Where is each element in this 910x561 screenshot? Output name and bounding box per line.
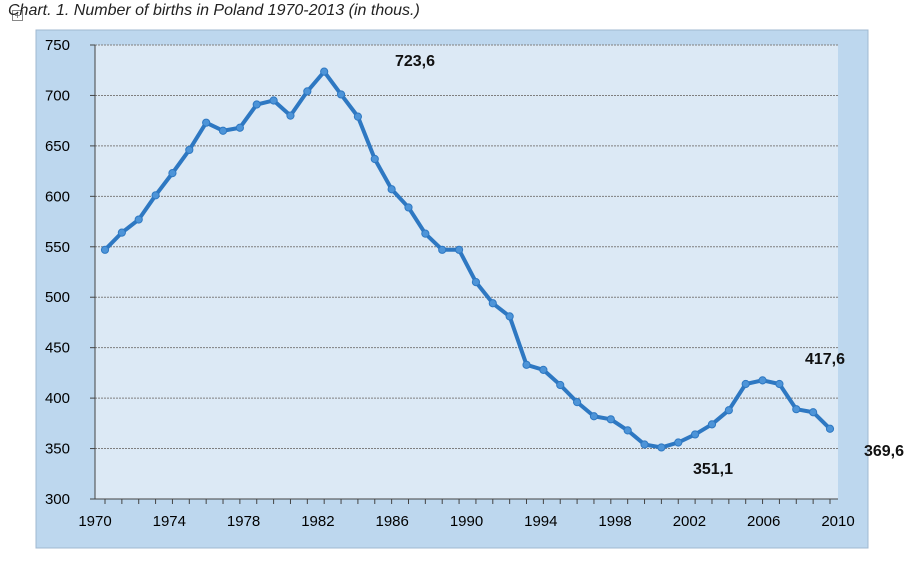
data-point [758,376,767,385]
x-tick-label: 1978 [227,513,260,530]
data-point [336,90,346,99]
data-point [438,245,447,254]
data-label: 417,6 [805,351,845,368]
data-point [691,430,700,439]
series-births [100,67,835,452]
x-tick-label: 1974 [153,513,186,530]
data-point [218,126,228,135]
chart-title: Chart. 1. Number of births in Poland 197… [8,2,420,19]
y-tick-label: 700 [45,87,70,104]
data-point [320,67,329,76]
data-label: 369,6 [864,443,904,460]
y-tick-label: 300 [45,491,70,508]
data-point [370,154,379,164]
data-point [775,379,784,389]
data-point [640,440,649,449]
x-tick-label: 1994 [524,513,557,530]
data-point [623,426,632,435]
data-point [522,360,531,369]
data-point [151,191,160,200]
data-point [741,379,750,389]
x-tick-label: 2010 [821,513,854,530]
axes [94,45,838,500]
x-tick-label: 1998 [598,513,631,530]
anchor-icon[interactable]: + [12,10,23,21]
data-point [252,100,261,109]
data-point [539,365,548,374]
data-label: 351,1 [693,461,733,478]
data-point [572,398,582,407]
data-point [471,277,481,287]
data-point [505,312,514,321]
x-tick-label: 2006 [747,513,780,530]
data-point [117,228,126,237]
data-point [387,185,396,194]
data-point [286,111,295,120]
y-tick-label: 450 [45,340,70,357]
data-point [589,412,599,421]
data-point [454,245,464,254]
y-tick-label: 750 [45,37,70,54]
data-point [792,405,801,414]
x-tick-label: 1990 [450,513,483,530]
data-point [134,215,143,224]
y-axis-ticks: 300 350 400 450 500 550 600 650 700 750 [45,37,95,508]
data-point [707,420,717,429]
data-point [235,123,244,132]
data-point [100,245,110,254]
y-tick-label: 600 [45,188,70,205]
data-point [202,118,211,127]
data-point [488,299,497,308]
x-tick-label: 2002 [673,513,706,530]
data-point [303,87,312,96]
data-point [269,96,278,105]
data-point [606,415,615,424]
y-tick-label: 550 [45,239,70,256]
data-labels: 723,6 417,6 351,1 369,6 [395,53,904,478]
data-point [404,203,413,212]
x-tick-label: 1982 [301,513,334,530]
data-point [168,169,177,178]
data-point [353,112,363,121]
data-point [657,443,666,452]
data-point [724,406,733,415]
plot-area [95,45,838,499]
data-label: 723,6 [395,53,435,70]
x-axis-ticks: 1970 1974 1978 1982 1986 1990 1994 1998 2002 2006… [78,499,855,530]
data-point [556,380,565,390]
x-tick-label: 1970 [78,513,111,530]
data-point [421,229,430,238]
data-point [825,424,835,433]
y-tick-label: 500 [45,289,70,306]
gridlines [95,44,838,450]
y-tick-label: 650 [45,138,70,155]
y-tick-label: 350 [45,441,70,458]
x-tick-label: 1986 [376,513,409,530]
data-point [674,438,683,447]
data-point [809,408,818,417]
data-point [185,145,194,155]
y-tick-label: 400 [45,390,70,407]
